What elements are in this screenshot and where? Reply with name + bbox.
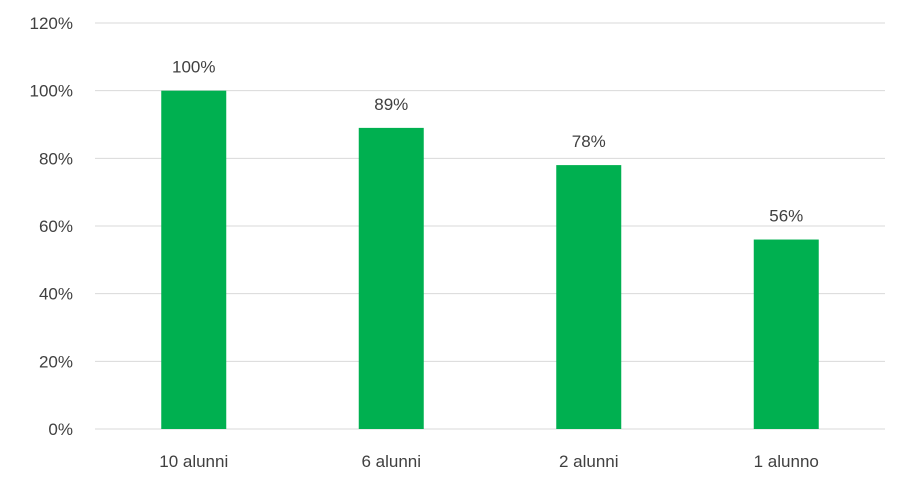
data-labels: 100% 89% 78% 56% [172,58,803,226]
y-tick-label: 80% [39,149,73,168]
x-category-label: 2 alunni [559,452,619,471]
y-tick-label: 100% [30,82,73,101]
data-label: 56% [769,207,803,226]
y-axis-tick-labels: 0% 20% 40% 60% 80% 100% 120% [30,14,73,439]
gridlines [95,22,885,430]
y-tick-label: 20% [39,352,73,371]
data-label: 89% [374,95,408,114]
data-label: 78% [572,132,606,151]
bars [161,90,819,430]
bar [753,239,819,429]
y-tick-label: 0% [48,420,73,439]
bar [161,90,227,430]
x-axis-category-labels: 10 alunni 6 alunni 2 alunni 1 alunno [159,452,819,471]
x-category-label: 1 alunno [754,452,819,471]
x-category-label: 10 alunni [159,452,228,471]
bar [556,165,622,429]
y-tick-label: 60% [39,217,73,236]
y-tick-label: 120% [30,14,73,33]
x-category-label: 6 alunni [361,452,421,471]
y-tick-label: 40% [39,285,73,304]
bar [358,127,424,429]
data-label: 100% [172,58,215,77]
